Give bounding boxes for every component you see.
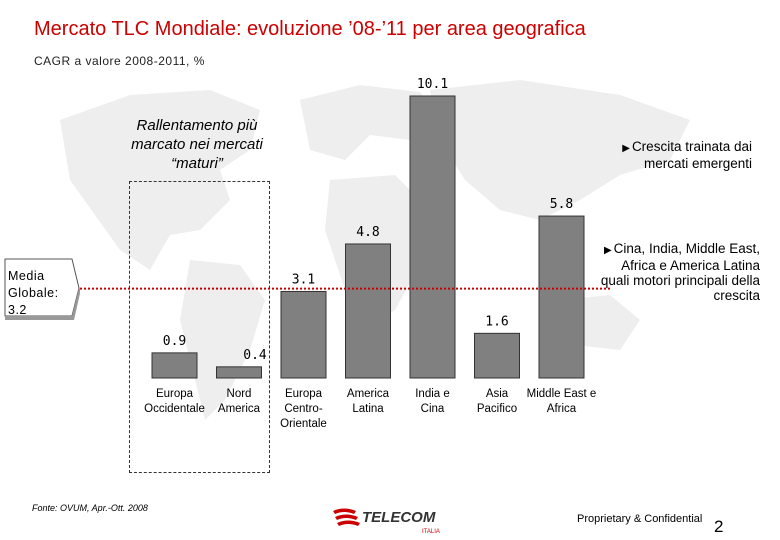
media-label-line-3: 3.2 <box>8 303 27 317</box>
media-globale-label: Media Globale: 3.2 <box>8 268 59 319</box>
logo-text: TELECOM <box>362 509 436 526</box>
note-emerging-markets-text: Crescita trainata dai mercati emergenti <box>631 139 752 171</box>
bar-3 <box>345 243 391 379</box>
telecom-italia-logo: TELECOM ITALIA <box>333 508 440 535</box>
proprietary-notice: Proprietary & Confidential <box>577 513 703 525</box>
category-label-3: America Latina <box>347 388 390 415</box>
value-label-4: 10.1 <box>417 77 448 92</box>
media-globale-box <box>4 258 80 320</box>
value-label-1: 0.4 <box>243 348 267 363</box>
source-note: Fonte: OVUM, Apr.-Ott. 2008 <box>32 503 148 513</box>
value-label-2: 3.1 <box>292 272 315 287</box>
page-number: 2 <box>714 517 724 536</box>
mature-markets-highlight-box <box>129 181 270 473</box>
category-label-4: India e Cina <box>415 388 450 415</box>
bar-0 <box>151 352 198 379</box>
bar-2 <box>280 290 327 379</box>
category-label-6: Middle East e Africa <box>527 388 597 415</box>
triangle-right-icon: ▶ <box>622 143 630 154</box>
note-growth-drivers: ▶ Cina, India, Middle East, Africa e Amer… <box>600 241 760 303</box>
bar-5 <box>474 332 520 379</box>
category-label-2: Europa Centro-Orientale <box>280 388 327 430</box>
value-label-5: 1.6 <box>485 314 508 329</box>
bar-1 <box>216 366 262 379</box>
category-label-5: Asia Pacifico <box>477 388 517 415</box>
category-label-1: Nord America <box>218 388 261 415</box>
value-label-0: 0.9 <box>163 334 186 349</box>
bar-4 <box>409 95 456 379</box>
bar-6 <box>538 215 585 379</box>
value-label-3: 4.8 <box>356 225 379 240</box>
logo-subtext: ITALIA <box>422 529 440 535</box>
note-growth-drivers-text: Cina, India, Middle East, Africa e Ameri… <box>600 241 760 303</box>
value-label-6: 5.8 <box>550 197 573 212</box>
media-label-line-2: Globale: <box>8 286 59 300</box>
category-label-0: Europa Occidentale <box>144 388 205 415</box>
note-emerging-markets: ▶ Crescita trainata dai mercati emergenti <box>600 139 752 171</box>
page-subtitle: CAGR a valore 2008-2011, % <box>34 54 205 68</box>
page-title: Mercato TLC Mondiale: evoluzione ’08-’11… <box>34 18 586 40</box>
triangle-right-icon: ▶ <box>603 245 612 256</box>
media-label-line-1: Media <box>8 269 45 283</box>
mature-markets-callout: Rallentamento più marcato nei mercati “m… <box>131 117 263 172</box>
